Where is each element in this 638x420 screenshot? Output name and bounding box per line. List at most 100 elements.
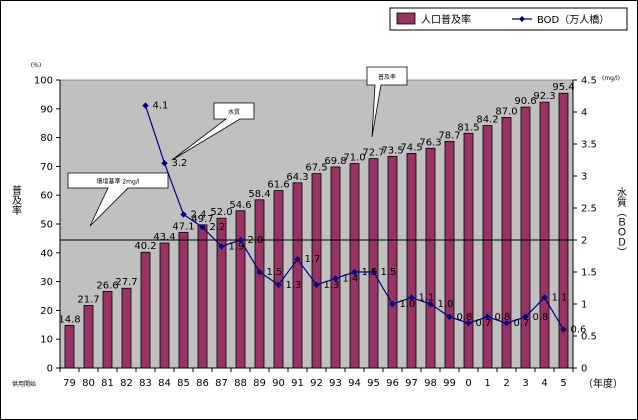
bod-point <box>275 281 282 288</box>
bar-data-label: 69.8 <box>324 156 346 167</box>
legend-bar-label: 人口普及率 <box>421 13 471 26</box>
left-axis-tick-label: 100 <box>34 76 53 87</box>
coverage-callout <box>366 66 408 138</box>
coverage-callout-label: 普及率 <box>378 73 396 81</box>
x-axis-tick-label: 85 <box>177 378 190 389</box>
x-axis-tick-label: 97 <box>405 378 418 389</box>
bar <box>102 290 113 369</box>
bod-point <box>237 236 244 244</box>
right-axis-tick-label: 2.5 <box>581 204 597 215</box>
bar-data-label: 73.5 <box>381 145 403 156</box>
water-callout-label: 水質 <box>228 108 240 116</box>
bar-data-label: 21.7 <box>77 295 99 306</box>
bod-data-label: 1.7 <box>305 254 321 265</box>
bar <box>254 199 265 369</box>
bod-data-label: 1.3 <box>324 280 340 291</box>
right-axis-tick-label: 3 <box>581 172 587 183</box>
right-axis-label: 水質（ＢＯＤ） <box>615 187 627 257</box>
bar-data-label: 67.5 <box>305 163 327 174</box>
bar <box>197 224 208 369</box>
bod-data-label: 3.2 <box>172 158 188 169</box>
legend-bar-swatch <box>396 12 416 25</box>
bod-point <box>541 294 548 301</box>
x-axis-tick-label: 80 <box>82 378 95 389</box>
x-axis-tick-label: 94 <box>348 378 361 389</box>
bod-point <box>446 313 453 320</box>
x-axis-tick-label: 2 <box>503 378 509 389</box>
bar <box>368 158 379 369</box>
left-axis-tick-label: 50 <box>40 220 53 231</box>
bar-data-label: 81.5 <box>457 122 479 133</box>
bod-point <box>256 268 263 276</box>
left-axis-tick-label: 20 <box>40 306 53 317</box>
bod-point <box>332 275 339 282</box>
x-axis-tick-label: 4 <box>541 378 547 389</box>
bar <box>463 132 474 369</box>
bar-data-label: 40.2 <box>134 241 156 252</box>
bod-data-label: 1.5 <box>381 267 397 278</box>
bar-data-label: 64.3 <box>286 172 308 183</box>
bar <box>444 140 455 369</box>
bod-data-label: 1.1 <box>419 293 435 304</box>
x-axis-tick-label: 79 <box>63 378 76 389</box>
bar <box>216 217 227 369</box>
right-axis-tick-label: 2 <box>581 236 587 247</box>
bar <box>539 101 550 369</box>
bar <box>349 163 360 369</box>
bar <box>292 182 303 369</box>
bar <box>482 125 493 369</box>
bod-point <box>389 300 396 308</box>
bod-point <box>199 224 206 231</box>
bar-data-label: 52.0 <box>210 207 232 218</box>
bod-point <box>370 268 377 276</box>
bod-data-label: 1.9 <box>229 241 245 252</box>
bod-point <box>560 326 567 333</box>
right-axis-tick-label: 4 <box>581 108 587 119</box>
left-axis-tick-label: 70 <box>40 162 53 173</box>
bod-data-label: 2.0 <box>248 235 264 246</box>
reference-callout <box>67 172 169 227</box>
bar <box>140 251 151 369</box>
left-axis-tick-label: 90 <box>40 104 53 115</box>
bod-point <box>465 320 472 327</box>
x-axis-tick-label: 0 <box>465 378 471 389</box>
bar <box>83 305 94 369</box>
bod-point <box>180 211 187 218</box>
legend-box <box>389 7 628 31</box>
bod-data-label: 1.3 <box>286 280 302 291</box>
right-axis-tick-label: 0 <box>581 364 587 375</box>
x-axis-tick-label: 82 <box>120 378 133 389</box>
corner-label: 供用開始 <box>12 380 36 388</box>
bar <box>64 324 75 369</box>
bar <box>330 166 341 369</box>
x-axis-tick-label: 98 <box>424 378 437 389</box>
x-axis-tick-label: 1 <box>484 378 490 389</box>
bod-point <box>484 313 491 320</box>
x-axis-tick-label: 5 <box>560 378 566 389</box>
left-axis-unit: (%) <box>31 62 41 69</box>
bar <box>520 106 531 369</box>
x-axis-tick-label: 92 <box>310 378 323 389</box>
bar <box>406 153 417 369</box>
bod-data-label: 1.4 <box>343 273 359 284</box>
bar-data-label: 87.0 <box>495 106 517 117</box>
x-axis-tick-label: 91 <box>291 378 304 389</box>
left-axis-tick-label: 30 <box>40 277 53 288</box>
bar-data-label: 78.7 <box>438 130 460 141</box>
x-axis-tick-label: 84 <box>158 378 171 389</box>
x-axis-tick-label: 83 <box>139 378 152 389</box>
bar <box>235 210 246 369</box>
bar <box>311 173 322 369</box>
reference-callout-label: 環境基準 2mg/l <box>96 178 139 186</box>
bod-data-label: 2.2 <box>210 222 226 233</box>
left-axis-tick-label: 10 <box>40 335 53 346</box>
bod-point <box>522 313 529 320</box>
bod-data-label: 2.4 <box>191 209 207 220</box>
bar-data-label: 84.2 <box>476 115 498 126</box>
bar <box>425 147 436 369</box>
left-axis-tick-label: 60 <box>40 191 53 202</box>
left-axis-tick-label: 40 <box>40 248 53 259</box>
x-axis-tick-label: 87 <box>215 378 228 389</box>
